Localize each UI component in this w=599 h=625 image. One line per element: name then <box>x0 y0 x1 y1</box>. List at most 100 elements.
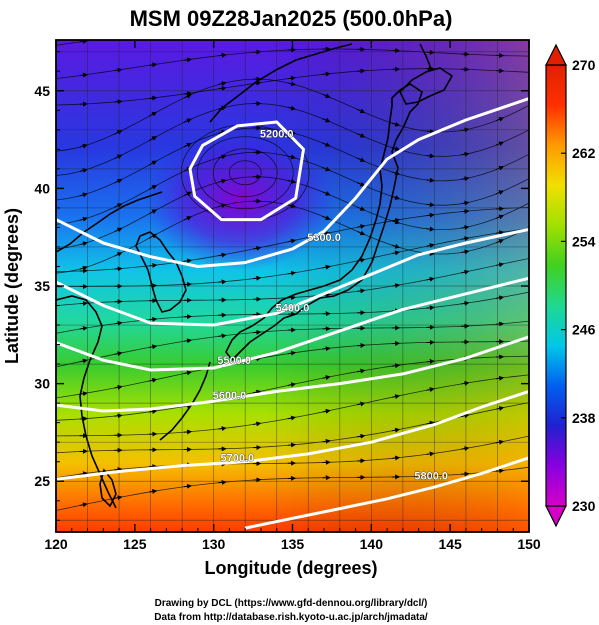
colorbar-tick-label: 254 <box>572 233 596 249</box>
x-tick-label: 120 <box>44 536 68 552</box>
wind-arrow <box>253 421 262 427</box>
wind-arrow <box>218 178 227 184</box>
wind-arrow <box>322 215 331 221</box>
wind-arrow <box>426 305 435 311</box>
wind-arrow <box>461 249 470 255</box>
wind-arrow <box>114 67 123 73</box>
coast-taiwan <box>99 468 117 508</box>
wind-arrow <box>495 406 505 411</box>
contour-line-5800.0 <box>244 456 529 530</box>
wind-arrow <box>461 236 470 242</box>
wind-arrow <box>252 245 262 251</box>
contour-line-5300.0 <box>56 97 529 268</box>
wind-arrow <box>391 250 401 256</box>
wind-arrow <box>322 142 331 147</box>
wind-arrow <box>148 377 158 383</box>
y-axis-label: Latitude (degrees) <box>2 208 22 364</box>
wind-arrow <box>495 375 505 381</box>
wind-arrow <box>495 117 505 122</box>
wind-arrow <box>495 190 505 195</box>
wind-arrow <box>148 136 158 142</box>
wind-streamlines <box>56 33 529 511</box>
y-tick-label: 40 <box>34 180 50 196</box>
contour-label: 5200.0 <box>260 129 294 141</box>
x-axis-label: Longitude (degrees) <box>204 558 377 578</box>
wind-arrow <box>114 413 123 419</box>
wind-arrow <box>114 154 123 160</box>
contour-line-5600.0 <box>56 335 529 413</box>
wind-arrow <box>287 130 297 135</box>
wind-arrow <box>287 350 297 356</box>
wind-arrow <box>495 468 505 474</box>
wind-arrow <box>148 408 158 414</box>
wind-arrow <box>148 160 158 166</box>
cold-low-core <box>145 130 335 270</box>
colorbar-tick-label: 262 <box>572 145 596 161</box>
y-tick-label: 25 <box>34 473 50 489</box>
wind-arrow <box>461 225 470 230</box>
credit-data: Data from http://database.rish.kyoto-u.a… <box>154 612 428 623</box>
wind-arrow <box>322 346 331 352</box>
wind-arrow <box>322 190 331 196</box>
wind-arrow <box>114 467 123 473</box>
wind-arrow <box>79 471 88 477</box>
wind-arrow <box>218 279 227 285</box>
coast-sakhalin <box>419 43 431 73</box>
wind-arrow <box>426 226 435 232</box>
wind-arrow <box>322 231 331 237</box>
wind-arrow <box>183 118 192 124</box>
wind-arrow <box>391 219 401 225</box>
wind-arrow <box>357 433 366 439</box>
wind-arrow <box>114 99 123 105</box>
wind-arrow <box>183 57 192 63</box>
wind-arrow <box>183 216 192 221</box>
wind-arrow <box>183 483 192 489</box>
x-tick-label: 135 <box>281 536 305 552</box>
contour-line-5400.0 <box>56 227 529 327</box>
wind-arrow <box>149 33 155 34</box>
wind-arrow <box>426 451 435 457</box>
contour-label: 5600.0 <box>213 390 247 402</box>
wind-arrow <box>495 239 505 244</box>
wind-arrow <box>357 288 366 294</box>
wind-arrow <box>495 321 505 327</box>
wind-arrow <box>148 62 158 68</box>
wind-arrow <box>218 52 227 58</box>
wind-arrow <box>148 263 158 268</box>
wind-arrow <box>426 177 435 183</box>
wind-arrow <box>218 333 227 339</box>
wind-arrow <box>79 40 88 44</box>
wind-arrow <box>148 111 158 117</box>
colorbar: 230 238 246 254 262 270 <box>545 43 596 528</box>
wind-arrow <box>148 95 158 101</box>
wind-arrow <box>114 384 123 390</box>
wind-arrow <box>461 300 470 306</box>
y-tick-label: 45 <box>34 83 50 99</box>
wind-arrow <box>495 165 505 171</box>
wind-arrow <box>356 108 366 114</box>
wind-arrow <box>426 202 435 208</box>
wind-arrow <box>114 36 120 37</box>
credit-drawing: Drawing by DCL (https://www.gfd-dennou.o… <box>155 598 428 609</box>
wind-arrow <box>114 203 123 208</box>
colorbar-tick-label: 230 <box>572 498 596 514</box>
colorbar-tick-label: 246 <box>572 322 596 338</box>
wind-arrow <box>426 420 435 426</box>
wind-arrow <box>148 209 158 215</box>
wind-arrow <box>461 151 470 157</box>
wind-arrow <box>356 181 366 187</box>
wind-arrow <box>287 442 297 448</box>
contour-label: 5400.0 <box>276 302 310 314</box>
wind-arrow <box>148 344 158 350</box>
wind-arrow <box>252 389 262 395</box>
wind-arrow <box>79 168 88 173</box>
x-tick-label: 145 <box>438 536 462 552</box>
wind-arrow <box>148 489 158 494</box>
wind-arrow <box>426 212 435 218</box>
wind-arrow <box>495 262 505 268</box>
y-tick-label: 35 <box>34 278 50 294</box>
colorbar-tick-label: 270 <box>572 57 596 73</box>
wind-arrow <box>461 200 470 206</box>
